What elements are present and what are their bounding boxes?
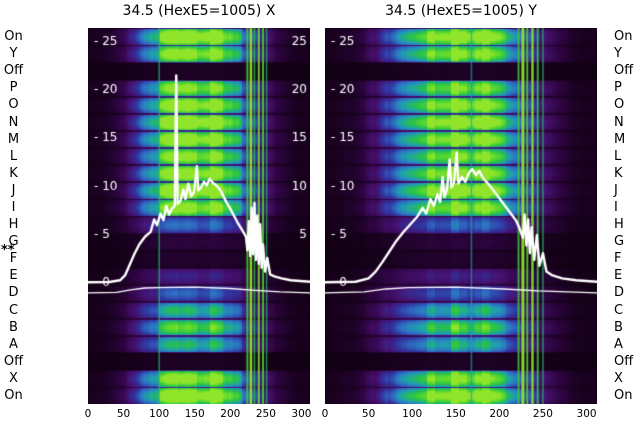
channel-label: E — [614, 268, 623, 284]
x-tick-label: 300 — [291, 408, 312, 420]
channel-label: Y — [614, 46, 622, 62]
x-tick-label: 300 — [576, 408, 597, 420]
channel-label: C — [8, 302, 19, 318]
channel-label: E — [9, 268, 18, 284]
channel-label: A — [9, 336, 18, 352]
channel-label: M — [7, 131, 20, 147]
channel-label: P — [614, 80, 622, 96]
channel-label: D — [614, 285, 625, 301]
panel-title-x: 34.5 (HexE5=1005) X — [122, 3, 276, 19]
channel-label: I — [614, 199, 618, 215]
channel-label: A — [614, 336, 623, 352]
channel-label: K — [9, 165, 18, 181]
x-tick-label: 200 — [489, 408, 510, 420]
x-tick-label: 100 — [149, 408, 170, 420]
x-tick-label: 200 — [220, 408, 241, 420]
heatmap-panel-x — [88, 28, 310, 404]
x-tick-label: 0 — [321, 408, 329, 420]
heatmap-panel-y — [325, 28, 597, 404]
x-tick-label: 150 — [184, 408, 205, 420]
panel-title-y: 34.5 (HexE5=1005) Y — [385, 3, 537, 19]
channel-label: H — [8, 217, 19, 233]
channel-label: J — [11, 182, 16, 198]
channel-label: On — [4, 29, 23, 45]
x-tick-label: 0 — [84, 408, 92, 420]
channel-label: I — [11, 199, 16, 215]
left-channel-labels: On Y Off P O N M L K J I H G F E D C B A Off X On — [0, 28, 27, 404]
right-channel-labels: On Y Off P O N M L K J I H G F E D C B A Off X On — [611, 28, 640, 404]
channel-label: C — [614, 302, 624, 318]
channel-label: M — [614, 131, 626, 147]
channel-label: F — [614, 251, 622, 267]
x-tick-label: 250 — [255, 408, 276, 420]
channel-label: G — [8, 234, 19, 250]
channel-label: On — [4, 388, 23, 404]
x-tick-label: 50 — [116, 408, 131, 420]
channel-label: P — [9, 80, 18, 96]
channel-label: B — [614, 319, 623, 335]
x-tick-label: 150 — [445, 408, 466, 420]
x-tick-label: 250 — [532, 408, 553, 420]
channel-label: L — [614, 148, 622, 164]
channel-label: K — [614, 165, 623, 181]
channel-label: Off — [3, 63, 24, 79]
channel-label: F — [9, 251, 18, 267]
channel-label: N — [614, 114, 624, 130]
channel-label: Off — [614, 63, 634, 79]
channel-label: Y — [9, 46, 18, 62]
channel-label: X — [9, 370, 18, 386]
x-tick-label: 50 — [361, 408, 376, 420]
channel-label: B — [9, 319, 18, 335]
channel-label: On — [614, 29, 633, 45]
starred-channel-marker: ** — [1, 243, 15, 258]
channel-label: J — [614, 182, 618, 198]
channel-label: On — [614, 388, 633, 404]
channel-label: O — [614, 97, 625, 113]
channel-label: X — [614, 370, 623, 386]
channel-label: G — [614, 234, 625, 250]
channel-label: L — [9, 148, 18, 164]
channel-label: D — [8, 285, 19, 301]
channel-label: O — [8, 97, 19, 113]
channel-label: H — [614, 217, 624, 233]
channel-label: Off — [3, 353, 24, 369]
channel-label: Off — [614, 353, 634, 369]
channel-label: N — [8, 114, 19, 130]
x-tick-label: 100 — [402, 408, 423, 420]
